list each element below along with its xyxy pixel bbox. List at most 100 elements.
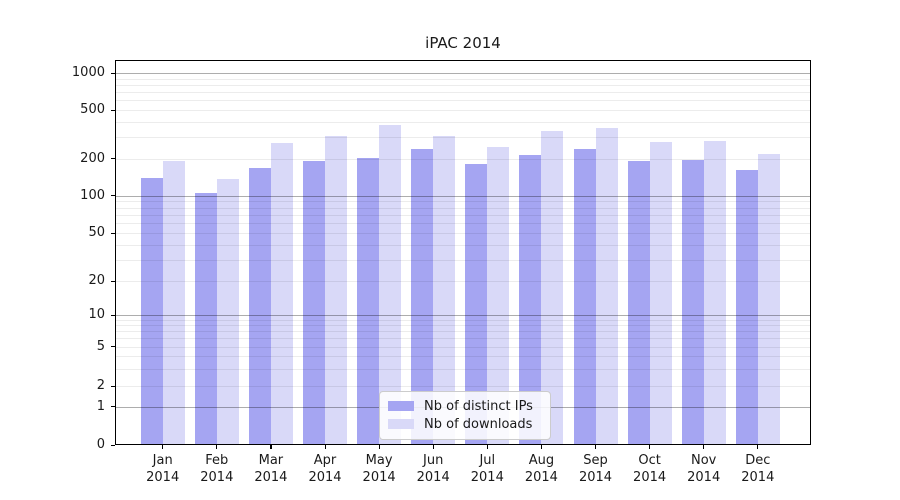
- x-tick-mark: [378, 445, 380, 449]
- bar-downloads-feb: [216, 179, 239, 445]
- legend-row-downloads: Nb of downloads: [388, 415, 542, 433]
- gridline-500: [115, 110, 811, 111]
- bar-distinct-ips-jun: [411, 149, 434, 445]
- legend-label-distinct-ips: Nb of distinct IPs: [424, 398, 533, 414]
- gridline-400: [115, 121, 811, 123]
- gridline-700: [115, 92, 811, 93]
- plot-area: Nb of distinct IPs Nb of downloads: [115, 60, 811, 445]
- bar-distinct-ips-dec: [735, 170, 758, 445]
- gridline-20: [115, 281, 811, 282]
- y-tick-label-2: 2: [96, 378, 105, 393]
- y-tick-mark: [111, 280, 115, 282]
- gridline-10: [115, 315, 811, 316]
- y-tick-mark: [111, 232, 115, 234]
- y-tick-mark: [111, 158, 115, 160]
- y-tick-mark: [111, 444, 115, 446]
- bar-distinct-ips-may: [357, 158, 380, 445]
- y-tick-mark: [111, 314, 115, 316]
- bar-downloads-aug: [541, 130, 564, 445]
- gridline-4: [115, 356, 811, 358]
- gridline-9: [115, 319, 811, 321]
- bar-downloads-nov: [703, 140, 726, 445]
- bar-downloads-jul: [487, 147, 510, 445]
- x-tick-mark: [703, 445, 705, 449]
- y-tick-label-1000: 1000: [71, 65, 105, 80]
- bar-distinct-ips-jul: [465, 163, 488, 445]
- y-tick-mark: [111, 195, 115, 197]
- bar-downloads-jan: [162, 160, 185, 445]
- x-tick-label-jan: Jan 2014: [146, 453, 180, 485]
- x-tick-mark: [324, 445, 326, 449]
- gridline-6: [115, 338, 811, 340]
- y-tick-label-50: 50: [88, 225, 105, 240]
- x-tick-mark: [757, 445, 759, 449]
- x-tick-mark: [540, 445, 543, 449]
- gridline-8: [115, 325, 811, 327]
- bar-downloads-dec: [757, 154, 780, 445]
- x-tick-label-apr: Apr 2014: [308, 453, 342, 485]
- legend-row-distinct-ips: Nb of distinct IPs: [388, 397, 542, 415]
- gridline-90: [115, 201, 811, 203]
- gridline-50: [115, 233, 811, 234]
- x-tick-label-feb: Feb 2014: [200, 453, 234, 485]
- x-tick-label-oct: Oct 2014: [633, 453, 667, 485]
- bar-downloads-sep: [595, 128, 618, 445]
- gridline-7: [115, 331, 811, 333]
- bar-distinct-ips-oct: [627, 161, 650, 445]
- legend-label-downloads: Nb of downloads: [424, 416, 533, 432]
- bar-downloads-mar: [270, 143, 293, 445]
- y-tick-label-1: 1: [96, 398, 105, 414]
- x-tick-label-dec: Dec 2014: [741, 453, 775, 485]
- y-tick-mark: [111, 109, 115, 111]
- bar-downloads-jun: [433, 135, 456, 445]
- gridline-60: [115, 223, 811, 225]
- gridline-80: [115, 207, 811, 209]
- chart-title: iPAC 2014: [425, 34, 501, 52]
- bar-downloads-apr: [325, 136, 347, 445]
- y-tick-label-200: 200: [80, 150, 105, 166]
- bar-distinct-ips-feb: [194, 192, 217, 445]
- x-tick-label-may: May 2014: [362, 453, 396, 485]
- y-tick-label-0: 0: [96, 437, 105, 452]
- legend: Nb of distinct IPs Nb of downloads: [379, 391, 551, 440]
- bar-downloads-oct: [649, 141, 672, 445]
- y-tick-mark: [111, 406, 115, 408]
- x-tick-mark: [595, 445, 597, 449]
- y-tick-mark: [111, 385, 115, 387]
- grid-layer: [115, 60, 811, 445]
- y-tick-label-5: 5: [96, 338, 105, 354]
- gridline-1000: [115, 73, 811, 74]
- y-tick-label-20: 20: [88, 273, 105, 288]
- gridline-40: [115, 244, 811, 246]
- x-tick-mark: [649, 445, 651, 449]
- x-tick-label-mar: Mar 2014: [254, 453, 288, 485]
- bar-distinct-ips-mar: [248, 167, 271, 445]
- bar-distinct-ips-jan: [140, 178, 163, 445]
- x-tick-label-sep: Sep 2014: [578, 453, 613, 485]
- bar-distinct-ips-nov: [681, 159, 704, 445]
- gridline-100: [115, 195, 811, 197]
- x-tick-mark: [270, 445, 272, 449]
- bar-downloads-may: [379, 125, 402, 445]
- gridline-70: [115, 214, 811, 216]
- gridline-800: [115, 84, 811, 86]
- gridline-5: [115, 346, 811, 348]
- x-tick-mark: [162, 445, 164, 449]
- legend-swatch-downloads: [388, 419, 414, 429]
- bar-distinct-ips-apr: [303, 161, 325, 445]
- gridline-2: [115, 386, 811, 387]
- x-tick-label-aug: Aug 2014: [524, 453, 558, 485]
- x-tick-label-jul: Jul 2014: [470, 453, 504, 485]
- gridline-30: [115, 259, 811, 261]
- x-tick-label-nov: Nov 2014: [687, 453, 721, 485]
- x-tick-mark: [432, 445, 434, 449]
- y-tick-mark: [111, 346, 115, 348]
- gridline-300: [115, 137, 811, 138]
- y-tick-mark: [111, 72, 115, 74]
- gridline-200: [115, 158, 811, 160]
- y-tick-label-500: 500: [80, 102, 105, 117]
- gridline-3: [115, 368, 811, 370]
- x-tick-label-jun: Jun 2014: [416, 453, 450, 485]
- x-tick-mark: [216, 445, 218, 449]
